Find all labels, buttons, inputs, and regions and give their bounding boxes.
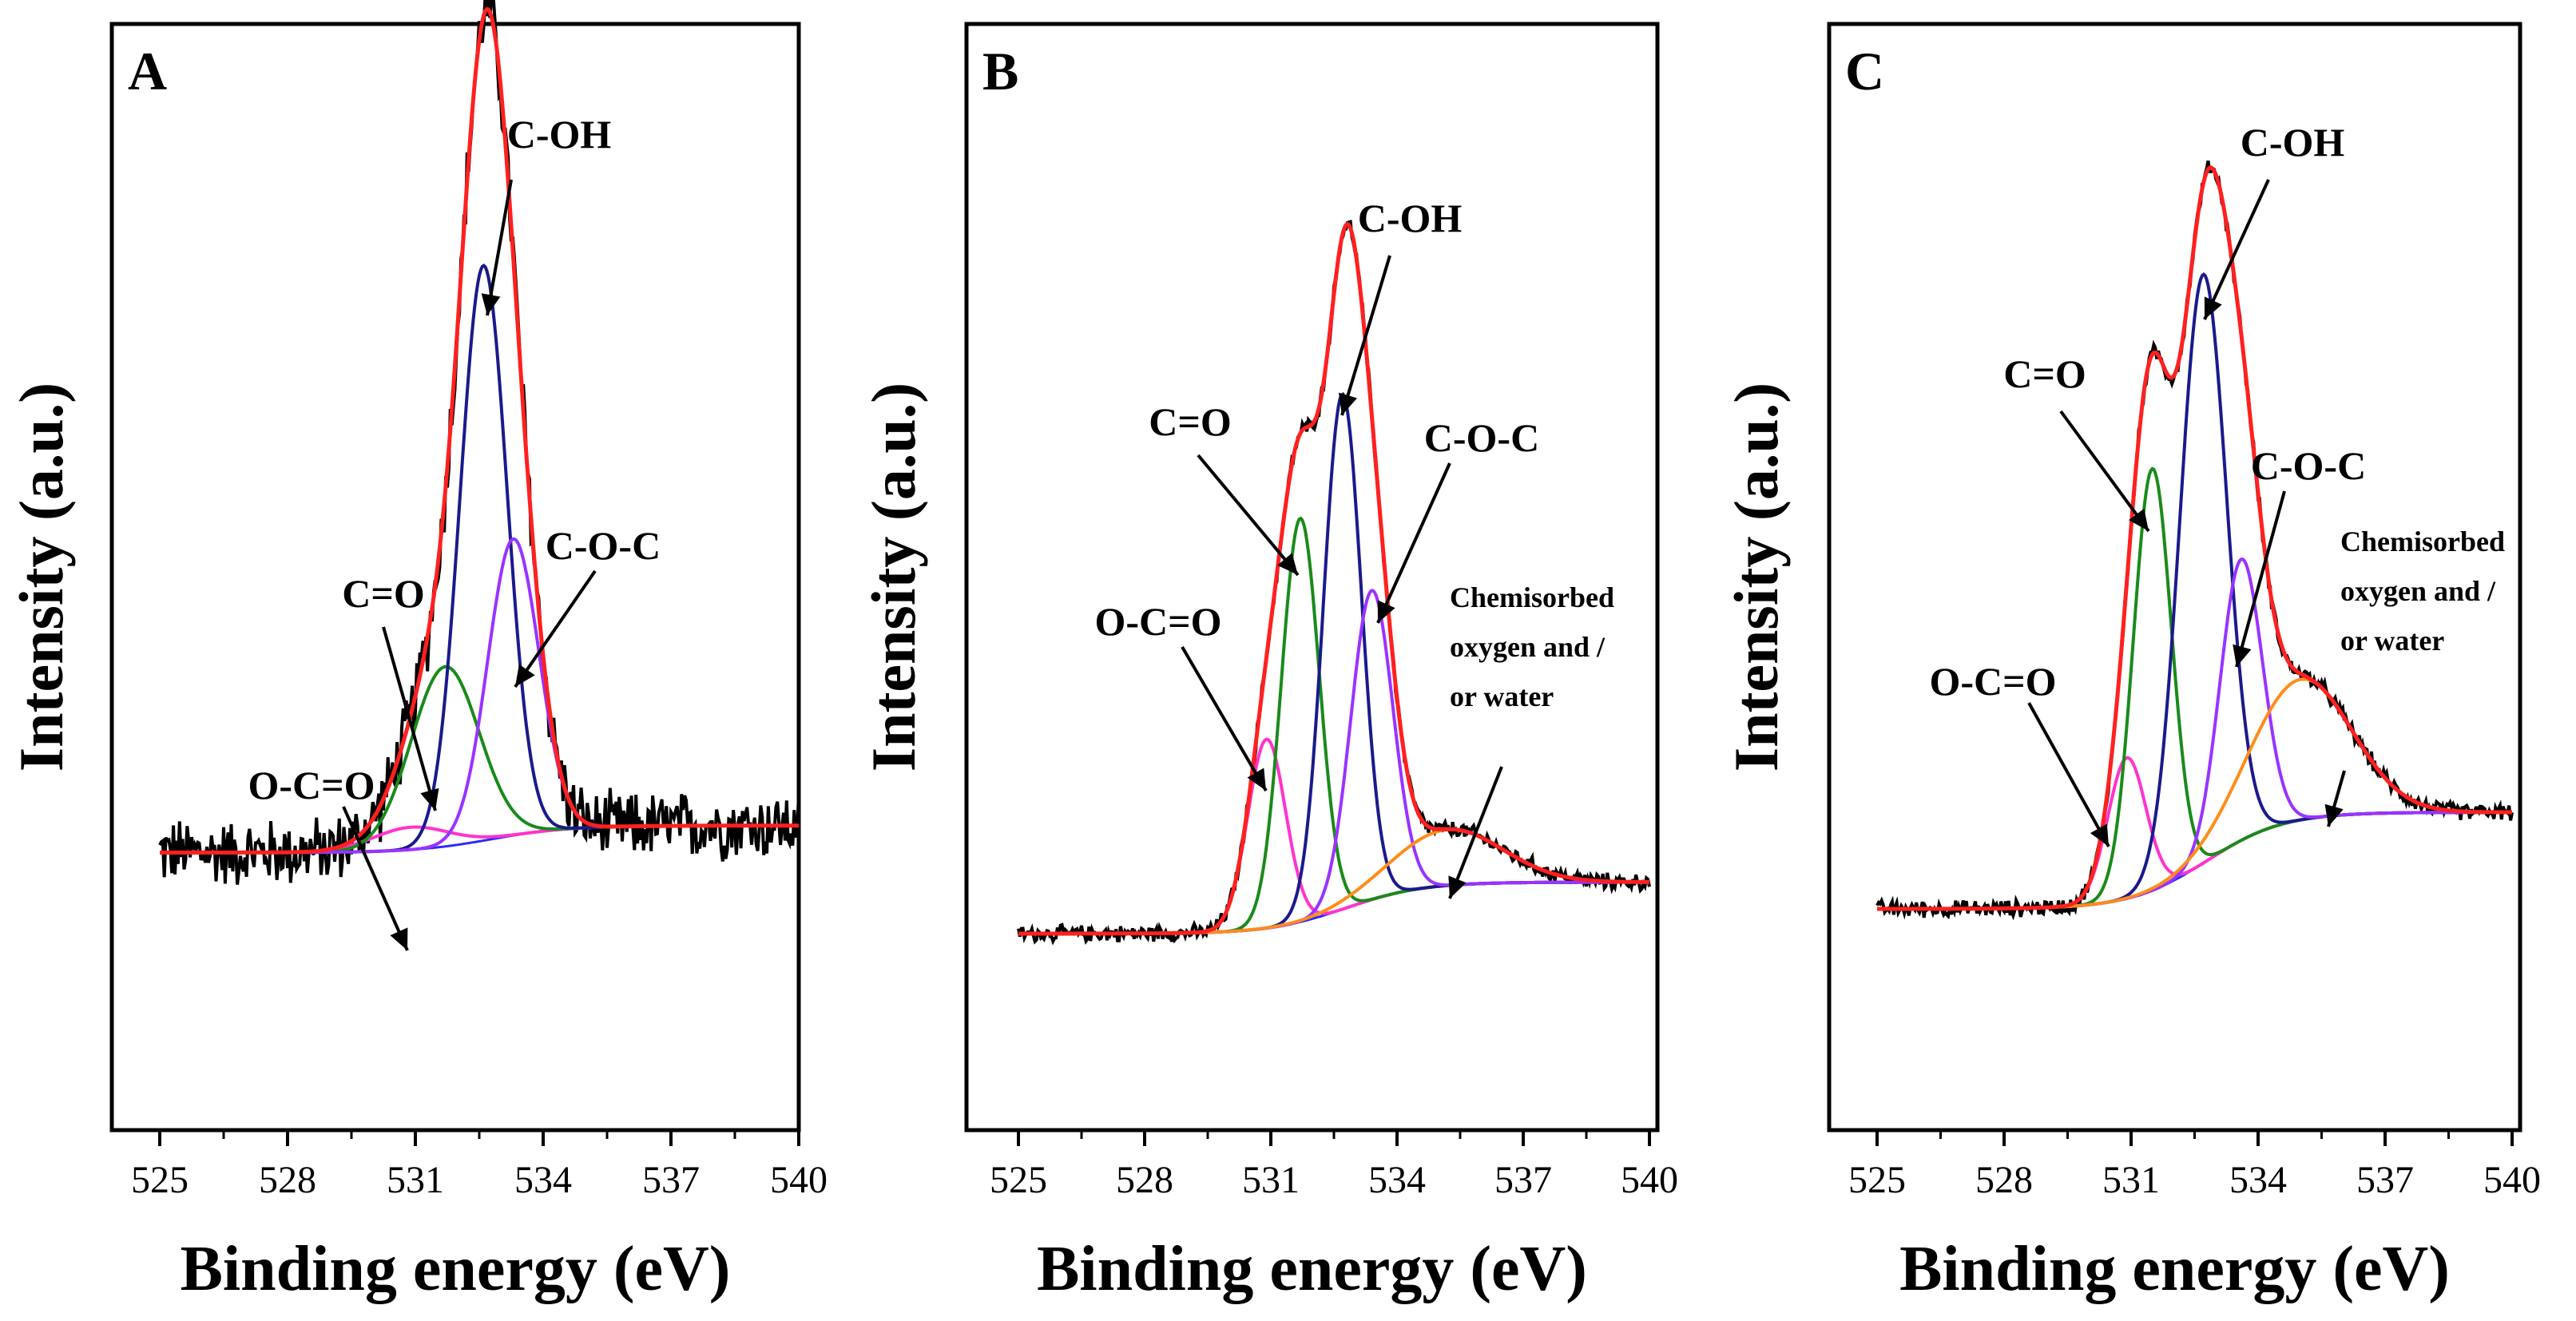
x-tick-label: 540 [1621,1159,1678,1201]
annotation-label: Chemisorbed [1450,581,1614,613]
x-tick-label: 534 [2229,1159,2287,1201]
annotation-arrowhead [390,927,408,950]
annotation-label: C-O-C [1424,415,1539,460]
plot-frame [109,22,801,1133]
x-tick-label: 537 [2356,1159,2414,1201]
panel-title: B [982,41,1018,101]
annotation-arrowhead [1377,600,1395,623]
plot-frame [964,22,1660,1133]
annotation-arrowhead [1338,392,1357,415]
fit-envelope-line [160,6,799,855]
annotation-label: oxygen and / [2340,575,2496,607]
annotation-arrowhead [2128,508,2149,531]
annotation-label: O-C=O [1094,599,1221,644]
raw-spectrum-line [158,0,800,885]
annotation-arrow [382,626,437,811]
annotation-arrow [2027,702,2110,847]
annotation-arrow [1376,462,1451,624]
fit-envelope-line [1018,221,1649,936]
annotation-arrow [2235,490,2286,668]
annotation-label: or water [1450,680,1554,712]
x-tick-label: 528 [1975,1159,2033,1201]
annotation-label: or water [2340,625,2444,657]
y-axis-label: Intensity (a.u.) [6,383,76,772]
x-tick-label: 528 [259,1159,316,1201]
plot-frame [1827,22,2522,1133]
annotation-label: C-O-C [2251,443,2366,488]
x-tick-label: 531 [2102,1159,2160,1201]
peak-c-o-c-line [1877,557,2512,910]
annotation-label: C=O [2003,351,2086,396]
annotation-label: C-O-C [546,523,661,568]
x-tick-label: 537 [642,1159,700,1201]
x-axis-label: Binding energy (eV) [1899,1234,2450,1304]
annotation-arrow [2203,179,2270,320]
annotation-arrow [342,806,409,951]
y-axis-label: Intensity (a.u.) [859,383,928,772]
annotation-arrow [2059,410,2150,533]
x-tick-label: 525 [131,1159,189,1201]
annotation-arrowhead [2233,644,2252,667]
x-axis-label: Binding energy (eV) [1037,1234,1587,1304]
annotation-label: oxygen and / [1450,631,1606,663]
fit-envelope-line [1877,165,2512,911]
annotation-arrowhead [2204,296,2222,319]
annotation-label: Chemisorbed [2340,526,2505,557]
annotation-arrowhead [515,664,535,687]
panel-c: C 525 528 531 534 537 540 Binding energy (eV) In… [1721,22,2541,1304]
x-tick-label: 525 [1848,1159,1906,1201]
panel-b: B 525 528 531 534 537 540 Binding energy (eV) In… [859,22,1678,1304]
x-tick-label: 531 [387,1159,444,1201]
x-tick-label: 528 [1116,1159,1173,1201]
annotation-arrow [1448,766,1503,899]
background-line [1018,881,1649,935]
x-tick-label: 537 [1494,1159,1552,1201]
annotation-arrowhead [2090,823,2109,847]
annotation-arrow [1197,454,1300,577]
peak-chemisorbed-oxygen-and-or-water-line [1877,677,2512,910]
annotation-label: C-OH [507,112,612,157]
annotation-label: C=O [1149,399,1232,444]
x-axis-label: Binding energy (eV) [181,1234,731,1304]
x-tick-label: 540 [770,1159,828,1201]
annotation-arrow [1181,645,1268,792]
annotation-arrow [1340,255,1391,416]
y-axis-label: Intensity (a.u.) [1721,383,1791,772]
x-tick-label: 534 [514,1159,572,1201]
x-tick-label: 534 [1368,1159,1426,1201]
annotation-arrowhead [420,787,439,811]
annotation-label: O-C=O [1929,659,2056,704]
x-tick-label: 540 [2483,1159,2541,1201]
annotation-arrow [514,569,597,688]
panel-a: A 525 528 531 534 537 540 Binding energy (eV) In… [6,0,828,1304]
annotation-label: C-OH [1358,196,1463,240]
panel-title: A [128,41,167,101]
annotation-arrow [486,179,513,316]
annotation-arrowhead [1448,875,1467,899]
panel-title: C [1845,41,1884,101]
x-tick-label: 525 [990,1159,1047,1201]
annotation-label: C-OH [2241,120,2345,165]
annotation-arrowhead [1277,553,1298,575]
annotation-arrowhead [2324,803,2344,827]
annotation-arrowhead [481,293,501,315]
annotation-label: O-C=O [248,763,375,807]
annotation-label: C=O [342,571,425,616]
annotation-arrowhead [1247,768,1266,791]
x-tick-label: 531 [1242,1159,1300,1201]
